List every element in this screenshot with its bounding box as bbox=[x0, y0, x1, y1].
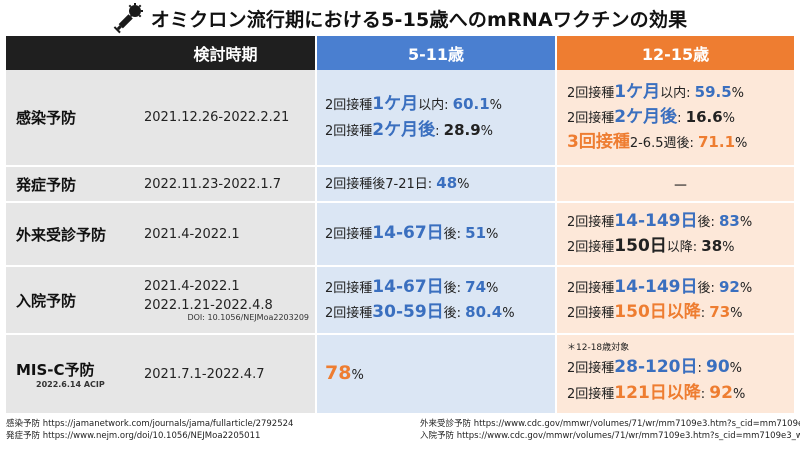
cell-12-15: 2回接種1ケ月以内: 59.5% 2回接種2ケ月後: 16.6% 3回接種2-6… bbox=[555, 70, 794, 167]
row-label: 感染予防 bbox=[6, 70, 136, 167]
footer-reference: 発症予防 https://www.nejm.org/doi/10.1056/NE… bbox=[6, 431, 261, 441]
footer-reference: 感染予防 https://jamanetwork.com/journals/ja… bbox=[6, 419, 294, 429]
title-bar: オミクロン流行期における5-15歳へのmRNAワクチンの効果 bbox=[0, 0, 800, 36]
cell-5-11: 2回接種後7-21日: 48% bbox=[315, 166, 556, 203]
footer-reference: 入院予防 https://www.cdc.gov/mmwr/volumes/71… bbox=[420, 431, 800, 441]
vaccine-effectiveness-table: 検討時期 5-11歳 12-15歳 感染予防 2021.12.26-2022.2… bbox=[6, 36, 794, 415]
result-line: 3回接種2-6.5週後: 71.1% bbox=[567, 132, 748, 153]
header-age-5-11: 5-11歳 bbox=[315, 36, 556, 70]
result-line: 2回接種後7-21日: 48% bbox=[325, 174, 470, 193]
page-title: オミクロン流行期における5-15歳へのmRNAワクチンの効果 bbox=[150, 8, 688, 31]
footer-reference: 外来受診予防 https://www.cdc.gov/mmwr/volumes/… bbox=[420, 419, 800, 429]
cell-5-11: 78% bbox=[315, 334, 556, 415]
table-header-row: 検討時期 5-11歳 12-15歳 bbox=[6, 36, 794, 70]
row-period: 2021.4-2022.1 bbox=[136, 202, 316, 267]
table-row-hospital: 入院予防 2021.4-2022.1 2022.1.21-2022.4.8 DO… bbox=[6, 266, 794, 335]
table-row-mis-c: MIS-C予防 2022.6.14 ACIP 2021.7.1-2022.4.7… bbox=[6, 334, 794, 415]
cell-5-11: 2回接種1ケ月以内: 60.1% 2回接種2ケ月後: 28.9% bbox=[315, 70, 556, 167]
row-label: 入院予防 bbox=[6, 266, 136, 335]
table-row-outpatient: 外来受診予防 2021.4-2022.1 2回接種14-67日後: 51% 2回… bbox=[6, 202, 794, 267]
result-line: 78% bbox=[325, 362, 364, 385]
result-line: 2回接種1ケ月以内: 59.5% bbox=[567, 81, 745, 102]
row-period: 2022.11.23-2022.1.7 bbox=[136, 166, 316, 203]
row-label: 発症予防 bbox=[6, 166, 136, 203]
result-line: 2回接種1ケ月以内: 60.1% bbox=[325, 94, 503, 115]
row-label-source: 2022.6.14 ACIP bbox=[36, 380, 105, 389]
cell-5-11: 2回接種14-67日後: 51% bbox=[315, 202, 556, 267]
row-period-cell: 2021.4-2022.1 2022.1.21-2022.4.8 DOI: 10… bbox=[136, 266, 316, 335]
result-line: 2回接種2ケ月後: 28.9% bbox=[325, 119, 494, 140]
result-line: 2回接種121日以降: 92% bbox=[567, 382, 746, 403]
table-row-symptomatic: 発症予防 2022.11.23-2022.1.7 2回接種後7-21日: 48%… bbox=[6, 166, 794, 203]
result-line: 2回接種150日以降: 38% bbox=[567, 236, 735, 256]
cell-12-15: ＊12-18歳対象 2回接種28-120日: 90% 2回接種121日以降: 9… bbox=[555, 334, 794, 415]
row-period: 2021.7.1-2022.4.7 bbox=[136, 334, 316, 415]
row-period: 2022.1.21-2022.4.8 bbox=[144, 297, 273, 313]
result-line: 2回接種2ケ月後: 16.6% bbox=[567, 106, 736, 127]
result-line: 2回接種14-149日後: 92% bbox=[567, 276, 753, 297]
age-note: ＊12-18歳対象 bbox=[567, 343, 630, 354]
row-period: 2021.4-2022.1 bbox=[144, 278, 240, 294]
footer-left: 感染予防 https://jamanetwork.com/journals/ja… bbox=[6, 418, 293, 442]
cell-5-11: 2回接種14-67日後: 74% 2回接種30-59日後: 80.4% bbox=[315, 266, 556, 335]
result-line: 2回接種28-120日: 90% bbox=[567, 357, 743, 378]
doi-reference: DOI: 10.1056/NEJMoa2203209 bbox=[187, 312, 309, 322]
row-label: 外来受診予防 bbox=[6, 202, 136, 267]
header-label bbox=[6, 36, 136, 70]
header-age-12-15: 12-15歳 bbox=[555, 36, 794, 70]
table-row-infection: 感染予防 2021.12.26-2022.2.21 2回接種1ケ月以内: 60.… bbox=[6, 70, 794, 167]
cell-12-15: － bbox=[555, 166, 794, 203]
row-period: 2021.12.26-2022.2.21 bbox=[136, 70, 316, 167]
header-period: 検討時期 bbox=[136, 36, 316, 70]
row-label: MIS-C予防 bbox=[16, 361, 95, 379]
footer-right: 外来受診予防 https://www.cdc.gov/mmwr/volumes/… bbox=[420, 418, 800, 442]
result-line: 2回接種14-149日後: 83% bbox=[567, 210, 753, 231]
result-line: 2回接種30-59日後: 80.4% bbox=[325, 302, 515, 322]
row-label-cell: MIS-C予防 2022.6.14 ACIP bbox=[6, 334, 136, 415]
cell-12-15: 2回接種14-149日後: 83% 2回接種150日以降: 38% bbox=[555, 202, 794, 267]
result-line: 2回接種14-67日後: 51% bbox=[325, 223, 499, 244]
syringe-virus-icon bbox=[113, 3, 143, 34]
result-line: 2回接種150日以降: 73% bbox=[567, 302, 743, 322]
result-line: 2回接種14-67日後: 74% bbox=[325, 276, 499, 297]
cell-12-15: 2回接種14-149日後: 92% 2回接種150日以降: 73% bbox=[555, 266, 794, 335]
